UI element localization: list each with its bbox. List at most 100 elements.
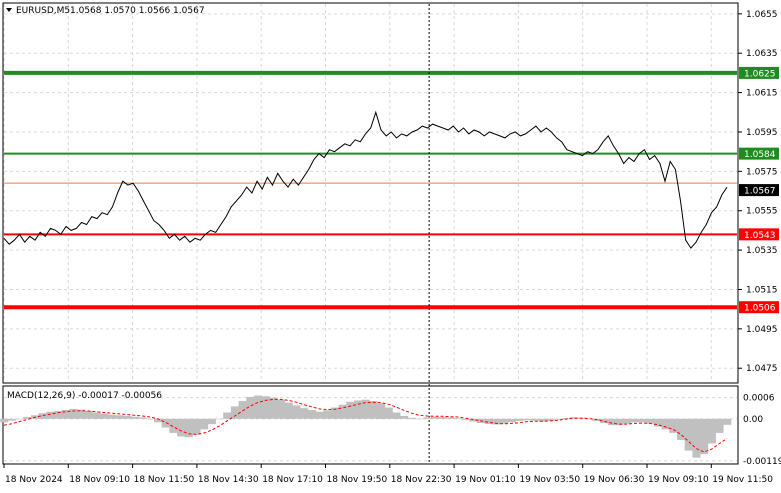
macd-bar (623, 418, 632, 424)
level-label-text: 1.0625 (744, 69, 776, 79)
macd-bar (638, 418, 647, 423)
macd-bar (715, 418, 724, 433)
macd-bar (161, 418, 170, 428)
macd-bar (661, 418, 670, 430)
macd-bar (292, 405, 301, 419)
macd-bar (277, 399, 286, 419)
time-tick-label: 18 Nov 2024 (5, 475, 63, 485)
horizontal-levels (4, 70, 737, 310)
price-tick-label: 1.0615 (746, 89, 778, 99)
macd-bar (684, 418, 693, 451)
time-tick-label: 19 Nov 03:50 (519, 475, 580, 485)
macd-bar (169, 418, 178, 433)
macd-bar (492, 418, 501, 425)
macd-bar (307, 410, 316, 419)
macd-bar (77, 409, 86, 419)
macd-bar (692, 418, 701, 458)
macd-bar (530, 418, 539, 421)
time-tick-label: 19 Nov 06:30 (584, 475, 645, 485)
macd-bar (46, 411, 55, 419)
macd-bar (346, 401, 355, 419)
level-label-text: 1.0506 (744, 304, 776, 314)
time-tick-label: 18 Nov 22:30 (391, 475, 452, 485)
time-tick-label: 19 Nov 11:50 (712, 475, 773, 485)
current-price-box (739, 184, 779, 197)
level-label-box (739, 66, 779, 79)
macd-bar (384, 407, 393, 419)
macd-bar (138, 417, 147, 419)
macd-bar (269, 397, 278, 419)
price-grid (3, 4, 737, 382)
macd-bar (600, 418, 609, 423)
macd-bar (584, 418, 593, 420)
macd-bar (461, 418, 470, 420)
macd-tick-label: 0.0006 (743, 394, 775, 404)
macd-bar (469, 418, 478, 422)
macd-bar (330, 407, 339, 419)
macd-signal-line (3, 398, 728, 453)
macd-bar (446, 417, 455, 419)
price-tick-label: 1.0595 (746, 128, 778, 138)
macd-bar (423, 417, 432, 419)
macd-bar (115, 415, 124, 419)
macd-bar (392, 412, 401, 419)
time-tick-label: 19 Nov 01:10 (455, 475, 516, 485)
macd-bar (630, 418, 639, 423)
macd-bar (723, 418, 732, 425)
macd-bar (553, 418, 562, 420)
ohlc-readout: 1.0568 1.0570 1.0566 1.0567 (70, 6, 205, 16)
macd-title: MACD(12,26,9) -0.00017 -0.00056 (7, 391, 162, 401)
macd-bar (15, 418, 24, 420)
chart-symbol-title: EURUSD,M5 (16, 6, 70, 16)
macd-bar (84, 411, 93, 419)
macd-bar (38, 413, 47, 419)
macd-bar (246, 396, 255, 419)
macd-bar (377, 403, 386, 419)
macd-bar (61, 410, 70, 419)
price-tick-label: 1.0535 (746, 246, 778, 256)
macd-bar (300, 408, 309, 419)
macd-tick-label: -0.00119 (743, 457, 781, 467)
dropdown-triangle-icon[interactable] (6, 8, 12, 12)
macd-bar (69, 408, 78, 419)
macd-bar (192, 418, 201, 435)
macd-bar (7, 418, 16, 421)
macd-bar (315, 411, 324, 419)
price-axis: 1.0655 1.0635 1.0615 1.0595 1.0575 1.0555 1.05… (738, 10, 778, 374)
macd-bar (646, 418, 655, 424)
level-label-text: 1.0584 (744, 150, 776, 160)
macd-bar (653, 418, 662, 427)
level-label-box (739, 147, 779, 160)
current-price-label: 1.0567 (744, 187, 776, 197)
price-series (3, 110, 728, 249)
price-tick-label: 1.0655 (746, 10, 778, 20)
macd-bar (200, 418, 209, 430)
macd-bar (154, 418, 163, 423)
macd-bar (223, 412, 232, 419)
macd-bar (254, 395, 263, 419)
macd-bar (54, 411, 63, 419)
time-tick-label: 18 Nov 11:50 (134, 475, 195, 485)
macd-bar (538, 418, 547, 422)
macd-bar (400, 416, 409, 419)
macd-bar (177, 418, 186, 437)
macd-bar (523, 418, 532, 421)
macd-histogram (0, 395, 732, 458)
price-tick-label: 1.0495 (746, 325, 778, 335)
macd-bar (238, 401, 247, 419)
time-tick-label: 18 Nov 19:50 (327, 475, 388, 485)
level-price-labels: 1.0625 1.0584 1.0543 1.0506 1.0567 (739, 66, 779, 314)
macd-bar (184, 418, 193, 438)
macd-bar (354, 400, 363, 419)
macd-bar (369, 401, 378, 419)
macd-bar (207, 418, 216, 425)
macd-bar (438, 417, 447, 419)
macd-bar (284, 402, 293, 419)
macd-bar (515, 418, 524, 421)
macd-bar (0, 418, 9, 423)
price-tick-label: 1.0515 (746, 285, 778, 295)
macd-bar (130, 416, 139, 419)
price-line (3, 110, 728, 249)
macd-bar (107, 414, 116, 419)
